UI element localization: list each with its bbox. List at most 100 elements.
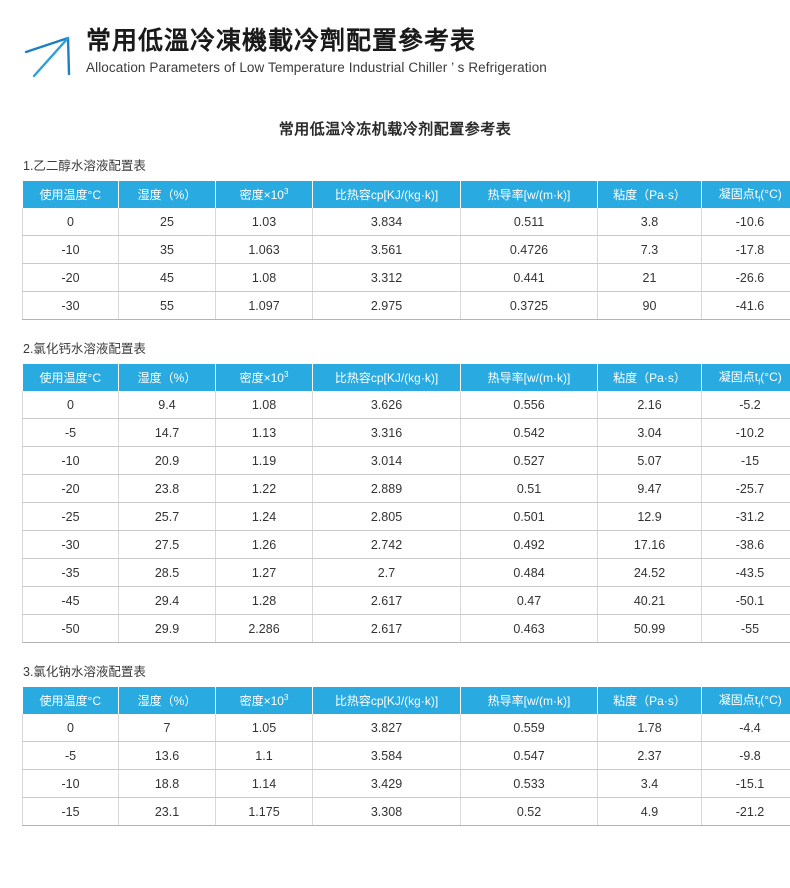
- table-cell: 50.99: [597, 614, 702, 643]
- col-density: 密度×103: [215, 364, 313, 391]
- table-cell: -5: [22, 418, 119, 447]
- table-cell: 0.542: [460, 418, 598, 447]
- table-row: -10 35 1.063 3.561 0.4726 7.3 -17.8: [22, 235, 790, 264]
- table-cell: 0.527: [460, 446, 598, 475]
- table-cell: 3.308: [312, 797, 461, 826]
- table-row: 0 9.4 1.08 3.626 0.556 2.16 -5.2: [22, 391, 790, 419]
- table-cell: 17.16: [597, 530, 702, 559]
- table-cell: 2.16: [597, 391, 702, 419]
- col-thermal-conductivity: 热导率[w/(m·k)]: [460, 364, 598, 391]
- col-freezing-label: 凝固点t: [718, 693, 759, 708]
- col-viscosity: 粘度（Pa·s）: [597, 364, 702, 391]
- table-cell: 0.533: [460, 769, 598, 798]
- col-humidity: 湿度（%）: [118, 181, 216, 208]
- table-body-1: 0 25 1.03 3.834 0.511 3.8 -10.6 -10 35 1.063 3.561…: [22, 208, 790, 320]
- table-row: -45 29.4 1.28 2.617 0.47 40.21 -50.1: [22, 586, 790, 615]
- table-header-1: 使用温度°C 湿度（%） 密度×103 比热容cp[KJ/(kg·k)] 热导率…: [22, 181, 790, 208]
- table-cell: 3.316: [312, 418, 461, 447]
- arrow-up-right-icon: [22, 30, 78, 82]
- col-specific-heat: 比热容cp[KJ/(kg·k)]: [312, 687, 461, 714]
- table-cell: 0.47: [460, 586, 598, 615]
- col-density-label: 密度×10: [239, 371, 284, 385]
- table-cell: 2.617: [312, 586, 461, 615]
- table-cell: 45: [118, 263, 216, 292]
- col-specific-heat: 比热容cp[KJ/(kg·k)]: [312, 181, 461, 208]
- col-density-superscript: 3: [283, 187, 289, 196]
- table-cell: 0.463: [460, 614, 598, 643]
- table-cell: -26.6: [701, 263, 790, 292]
- table-row: -10 18.8 1.14 3.429 0.533 3.4 -15.1: [22, 769, 790, 798]
- col-thermal-conductivity: 热导率[w/(m·k)]: [460, 687, 598, 714]
- col-density-label: 密度×10: [239, 694, 284, 708]
- table-body-3: 0 7 1.05 3.827 0.559 1.78 -4.4 -5 13.6 1.1 3.584 0.…: [22, 714, 790, 826]
- table-cell: -17.8: [701, 235, 790, 264]
- table-cell: 1.78: [597, 714, 702, 742]
- table-cell: 1.063: [215, 235, 313, 264]
- table-cell: 1.13: [215, 418, 313, 447]
- table-cell: 29.9: [118, 614, 216, 643]
- table-cell: 0.547: [460, 741, 598, 770]
- table-sodium-chloride: 使用温度°C 湿度（%） 密度×103 比热容cp[KJ/(kg·k)] 热导率…: [22, 687, 790, 826]
- table-cell: 27.5: [118, 530, 216, 559]
- table-cell: -10: [22, 446, 119, 475]
- table-body-2: 0 9.4 1.08 3.626 0.556 2.16 -5.2 -5 14.7 1.13 3.31…: [22, 391, 790, 643]
- table-row: -20 23.8 1.22 2.889 0.51 9.47 -25.7: [22, 474, 790, 503]
- table-cell: -45: [22, 586, 119, 615]
- table-cell: 2.617: [312, 614, 461, 643]
- table-cell: 90: [597, 291, 702, 320]
- table-cell: -25: [22, 502, 119, 531]
- table-cell: -10: [22, 769, 119, 798]
- table-cell: -5: [22, 741, 119, 770]
- table-cell: 0.492: [460, 530, 598, 559]
- table-cell: 0.511: [460, 208, 598, 236]
- table-cell: -25.7: [701, 474, 790, 503]
- table-cell: -31.2: [701, 502, 790, 531]
- table-cell: -30: [22, 291, 119, 320]
- col-density-superscript: 3: [283, 693, 289, 702]
- col-freezing-subscript: f: [758, 700, 761, 710]
- table-cell: 0: [22, 714, 119, 742]
- table-cell: 3.8: [597, 208, 702, 236]
- table-cell: -15: [22, 797, 119, 826]
- table-cell: 1.27: [215, 558, 313, 587]
- col-freezing-subscript: f: [758, 377, 761, 387]
- table-cell: 0: [22, 391, 119, 419]
- section-label: 2.氯化钙水溶液配置表: [23, 342, 146, 356]
- table-cell: 40.21: [597, 586, 702, 615]
- table-cell: -41.6: [701, 291, 790, 320]
- table-row: -5 13.6 1.1 3.584 0.547 2.37 -9.8: [22, 741, 790, 770]
- col-freezing-label: 凝固点t: [718, 370, 759, 385]
- table-cell: 29.4: [118, 586, 216, 615]
- table-cell: 18.8: [118, 769, 216, 798]
- table-cell: 0.3725: [460, 291, 598, 320]
- table-cell: -5.2: [701, 391, 790, 419]
- table-cell: 1.175: [215, 797, 313, 826]
- table-cell: -30: [22, 530, 119, 559]
- table-cell: 7: [118, 714, 216, 742]
- section-label: 1.乙二醇水溶液配置表: [23, 159, 146, 173]
- table-cell: 9.4: [118, 391, 216, 419]
- table-cell: -50: [22, 614, 119, 643]
- table-row: -15 23.1 1.175 3.308 0.52 4.9 -21.2: [22, 797, 790, 826]
- table-cell: 13.6: [118, 741, 216, 770]
- table-cell: 1.08: [215, 263, 313, 292]
- table-cell: 35: [118, 235, 216, 264]
- table-cell: 1.03: [215, 208, 313, 236]
- table-cell: -10: [22, 235, 119, 264]
- table-cell: -15.1: [701, 769, 790, 798]
- table-cell: 7.3: [597, 235, 702, 264]
- table-cell: 1.1: [215, 741, 313, 770]
- table-cell: -50.1: [701, 586, 790, 615]
- table-cell: -35: [22, 558, 119, 587]
- table-cell: 2.975: [312, 291, 461, 320]
- table-cell: 3.561: [312, 235, 461, 264]
- table-cell: 4.9: [597, 797, 702, 826]
- table-cell: 3.4: [597, 769, 702, 798]
- table-cell: 25.7: [118, 502, 216, 531]
- col-use-temperature: 使用温度°C: [22, 687, 119, 714]
- table-cell: 9.47: [597, 474, 702, 503]
- table-cell: 3.834: [312, 208, 461, 236]
- col-density: 密度×103: [215, 687, 313, 714]
- table-cell: 0: [22, 208, 119, 236]
